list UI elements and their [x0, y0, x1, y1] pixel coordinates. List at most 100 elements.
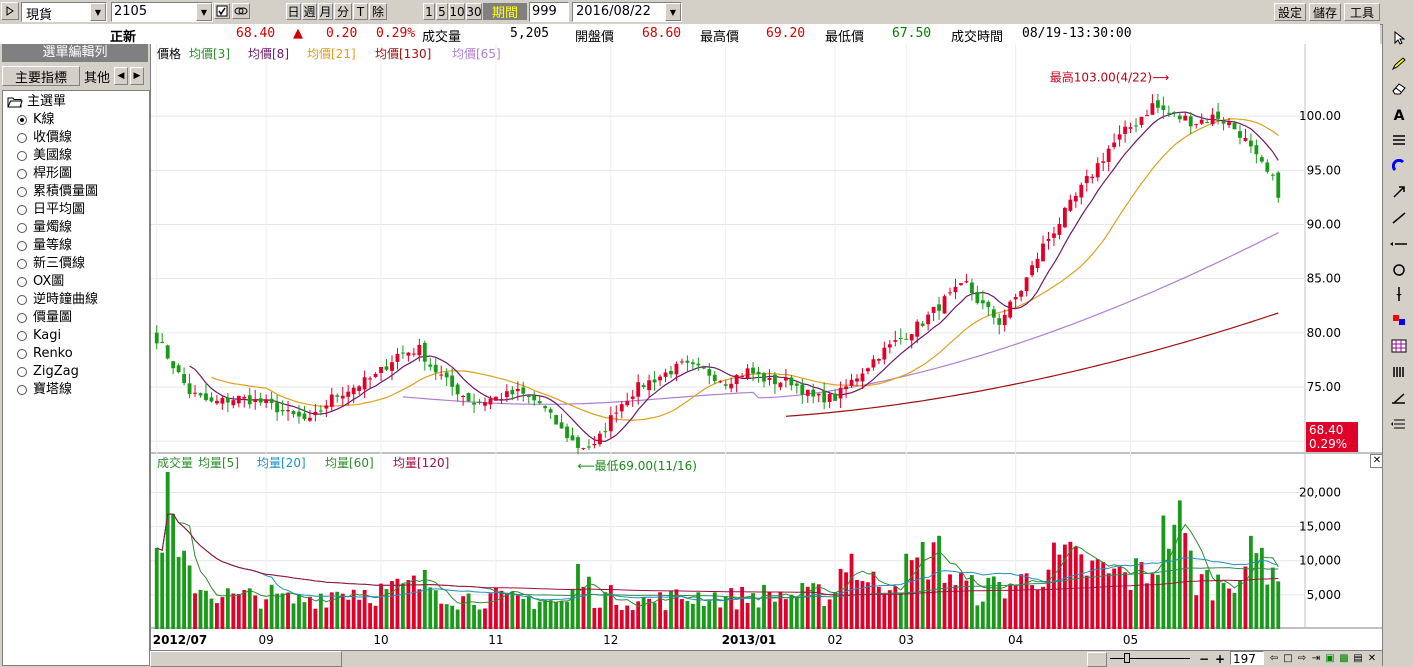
- radio-icon[interactable]: [17, 205, 27, 215]
- radio-icon[interactable]: [17, 223, 27, 233]
- vertical-line-icon[interactable]: [1389, 284, 1409, 304]
- minute-1-button[interactable]: 1: [423, 3, 435, 20]
- menu-item[interactable]: 收價線: [17, 129, 72, 147]
- eraser-icon[interactable]: [1389, 78, 1409, 98]
- tab-scroll-left-icon[interactable]: ◀: [114, 67, 128, 85]
- fibonacci-icon[interactable]: [1389, 310, 1409, 330]
- volume-bar: [351, 589, 356, 629]
- export-icon[interactable]: ▩: [1339, 653, 1349, 664]
- menu-item[interactable]: 量等線: [17, 237, 72, 255]
- menu-item[interactable]: Renko: [17, 345, 73, 363]
- save-button[interactable]: 儲存: [1309, 3, 1341, 21]
- minute-30-button[interactable]: 30: [466, 3, 482, 20]
- radio-icon[interactable]: [17, 133, 27, 143]
- tab-main-indicators[interactable]: 主要指標: [2, 66, 80, 86]
- period-tick-button[interactable]: T: [353, 3, 368, 20]
- radio-icon[interactable]: [17, 241, 27, 251]
- grid-tool-icon[interactable]: [1389, 336, 1409, 356]
- chevron-down-icon[interactable]: ▼: [196, 3, 212, 21]
- minute-10-button[interactable]: 10: [449, 3, 465, 20]
- pencil-icon[interactable]: [1389, 54, 1409, 74]
- horizontal-lines-icon[interactable]: [1389, 130, 1409, 150]
- radio-checked-icon[interactable]: [17, 115, 27, 125]
- vertical-lines-icon[interactable]: [1389, 362, 1409, 382]
- radio-icon[interactable]: [17, 151, 27, 161]
- parallel-lines-icon[interactable]: [1389, 414, 1409, 434]
- radio-icon[interactable]: [17, 277, 27, 287]
- symbol-input[interactable]: 2105 ▼: [111, 2, 213, 22]
- tree-root[interactable]: 主選單: [7, 93, 66, 111]
- date-select[interactable]: 2016/08/22 ▼: [572, 2, 682, 22]
- menu-item[interactable]: 寶塔線: [17, 381, 72, 399]
- menu-item[interactable]: 日平均圖: [17, 201, 85, 219]
- market-select[interactable]: 現貨 ▼: [21, 2, 107, 23]
- radio-icon[interactable]: [17, 187, 27, 197]
- count-input[interactable]: 999: [529, 2, 569, 22]
- zoom-slider[interactable]: [1110, 653, 1190, 663]
- candle-body: [455, 384, 460, 395]
- close-icon[interactable]: ✕: [1367, 653, 1377, 664]
- play-icon[interactable]: [1, 2, 19, 20]
- period-day-button[interactable]: 日: [286, 3, 301, 20]
- ex-rights-button[interactable]: 除: [369, 3, 387, 20]
- volume-bar: [652, 602, 657, 629]
- scroll-right-icon[interactable]: ⇨: [1297, 653, 1307, 664]
- zoom-slider-thumb[interactable]: [1124, 653, 1130, 663]
- tab-other[interactable]: 其他: [84, 70, 111, 86]
- circle-tool-icon[interactable]: [1389, 260, 1409, 280]
- angle-tool-icon[interactable]: [1389, 388, 1409, 408]
- settings-button[interactable]: 設定: [1274, 3, 1306, 21]
- minute-5-button[interactable]: 5: [436, 3, 448, 20]
- horizontal-line-icon[interactable]: [1389, 234, 1409, 254]
- menu-item[interactable]: OX圖: [17, 273, 64, 291]
- chart-area[interactable]: 100.0095.0090.0085.0080.0075.0070.0020,0…: [150, 44, 1384, 650]
- radio-icon[interactable]: [17, 385, 27, 395]
- chevron-down-icon[interactable]: ▼: [665, 3, 681, 21]
- radio-icon[interactable]: [17, 169, 27, 179]
- menu-item[interactable]: K線: [17, 111, 55, 129]
- candle-body: [488, 398, 493, 405]
- radio-icon[interactable]: [17, 331, 27, 341]
- period-month-button[interactable]: 月: [318, 3, 333, 20]
- menu-item[interactable]: 價量圖: [17, 309, 72, 327]
- radio-icon[interactable]: [17, 349, 27, 359]
- candle-body: [641, 385, 646, 388]
- menu-item[interactable]: Kagi: [17, 327, 61, 345]
- line-tool-icon[interactable]: [1389, 208, 1409, 228]
- volume-bar: [969, 575, 974, 629]
- horizontal-scroll-thumb[interactable]: [150, 651, 342, 667]
- menu-item[interactable]: ZigZag: [17, 363, 79, 381]
- checkbox-icon[interactable]: [214, 3, 230, 19]
- chevron-down-icon[interactable]: ▼: [90, 3, 106, 21]
- menu-item[interactable]: 量燭線: [17, 219, 72, 237]
- zoom-in-icon[interactable]: +: [1214, 651, 1226, 666]
- link-icon[interactable]: [232, 3, 250, 19]
- menu-item[interactable]: 桿形圖: [17, 165, 72, 183]
- bar-count-input[interactable]: 178197: [1230, 651, 1264, 666]
- menu-item[interactable]: 美國線: [17, 147, 72, 165]
- scroll-track-left[interactable]: [1087, 652, 1107, 667]
- arrow-icon[interactable]: [1389, 182, 1409, 202]
- scroll-left-icon[interactable]: ⇦: [1269, 653, 1279, 664]
- period-week-button[interactable]: 週: [302, 3, 317, 20]
- text-tool-icon[interactable]: A: [1393, 108, 1405, 124]
- menu-item[interactable]: 新三價線: [17, 255, 85, 273]
- zoom-out-icon[interactable]: −: [1198, 651, 1210, 666]
- menu-item[interactable]: 逆時鐘曲線: [17, 291, 98, 309]
- stop-icon[interactable]: □: [1283, 653, 1293, 664]
- radio-icon[interactable]: [17, 367, 27, 377]
- radio-icon[interactable]: [17, 259, 27, 269]
- tools-button[interactable]: 工具: [1344, 3, 1380, 21]
- scroll-end-icon[interactable]: ⇥: [1311, 653, 1321, 664]
- tab-scroll-right-icon[interactable]: ▶: [130, 67, 144, 85]
- print-icon[interactable]: ▤: [1353, 653, 1363, 664]
- menu-item[interactable]: 累積價量圖: [17, 183, 98, 201]
- radio-icon[interactable]: [17, 295, 27, 305]
- period-minute-button[interactable]: 分: [334, 3, 352, 20]
- magnet-icon[interactable]: [1389, 156, 1409, 176]
- candle-body: [193, 392, 197, 394]
- grid-view-icon[interactable]: ▣: [1325, 653, 1335, 664]
- candle-body: [942, 296, 947, 314]
- radio-icon[interactable]: [17, 313, 27, 323]
- cursor-icon[interactable]: [1389, 28, 1409, 48]
